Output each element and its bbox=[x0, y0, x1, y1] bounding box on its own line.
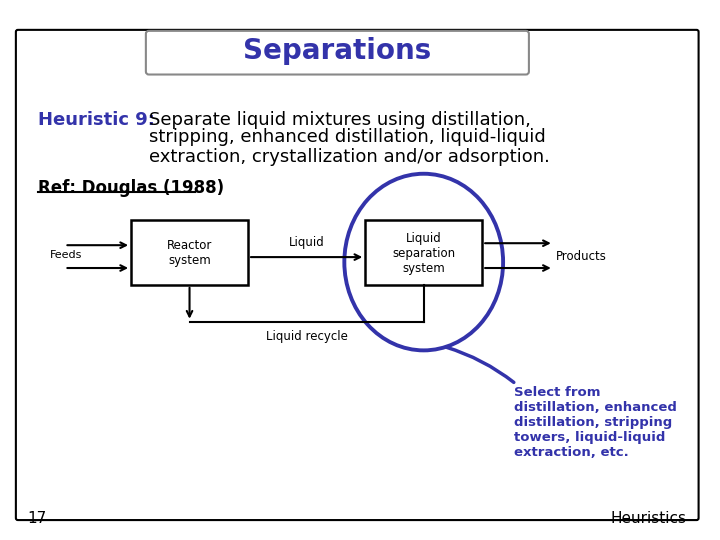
Text: Heuristic 9:: Heuristic 9: bbox=[37, 111, 155, 129]
Text: Feeds: Feeds bbox=[50, 250, 82, 260]
Text: Liquid: Liquid bbox=[289, 236, 325, 249]
Text: distillation, stripping: distillation, stripping bbox=[514, 416, 672, 429]
Text: 17: 17 bbox=[28, 511, 47, 526]
Text: Liquid
separation
system: Liquid separation system bbox=[392, 232, 455, 275]
Text: Products: Products bbox=[556, 249, 606, 262]
Text: towers, liquid-liquid: towers, liquid-liquid bbox=[514, 431, 665, 444]
Text: Ref: Douglas (1988): Ref: Douglas (1988) bbox=[37, 179, 224, 197]
Bar bbox=[131, 220, 248, 285]
Bar bbox=[365, 220, 482, 285]
Text: Heuristics: Heuristics bbox=[611, 511, 687, 526]
Text: Reactor
system: Reactor system bbox=[167, 239, 212, 267]
FancyBboxPatch shape bbox=[146, 31, 529, 75]
Text: stripping, enhanced distillation, liquid-liquid: stripping, enhanced distillation, liquid… bbox=[149, 128, 546, 146]
Text: Separate liquid mixtures using distillation,: Separate liquid mixtures using distillat… bbox=[149, 111, 531, 129]
Text: Separations: Separations bbox=[243, 37, 431, 65]
FancyBboxPatch shape bbox=[16, 30, 698, 520]
Text: distillation, enhanced: distillation, enhanced bbox=[514, 401, 677, 414]
Text: extraction, etc.: extraction, etc. bbox=[514, 446, 629, 458]
Text: extraction, crystallization and/or adsorption.: extraction, crystallization and/or adsor… bbox=[149, 148, 550, 166]
Text: Liquid recycle: Liquid recycle bbox=[266, 329, 348, 342]
Text: Select from: Select from bbox=[514, 386, 600, 399]
